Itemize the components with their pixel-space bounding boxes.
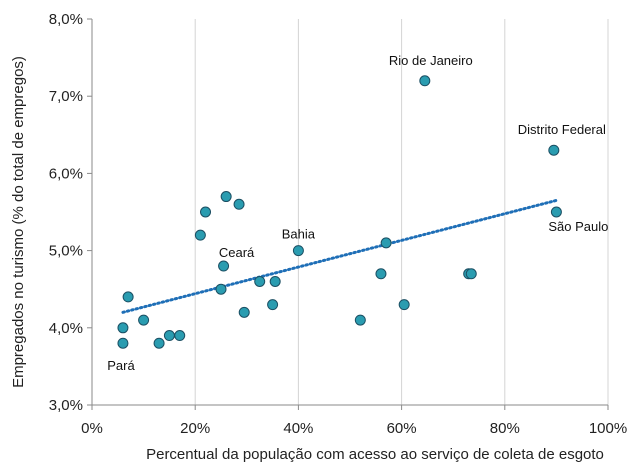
data-point xyxy=(215,283,227,295)
data-point xyxy=(220,191,232,203)
trend-line xyxy=(121,198,558,314)
data-point xyxy=(267,299,279,311)
y-tick-label: 6,0% xyxy=(49,165,83,182)
data-point xyxy=(375,268,387,280)
x-axis-title: Percentual da população com acesso ao se… xyxy=(146,446,604,463)
y-tick-label: 5,0% xyxy=(49,243,83,260)
x-tick-label: 80% xyxy=(490,420,520,437)
data-point xyxy=(292,245,304,257)
data-point xyxy=(354,314,366,326)
data-point xyxy=(238,306,250,318)
data-point xyxy=(398,299,410,311)
point-label: Rio de Janeiro xyxy=(389,53,473,68)
data-point xyxy=(269,275,281,287)
y-tick-label: 3,0% xyxy=(49,397,83,414)
data-point xyxy=(138,314,150,326)
data-point xyxy=(550,206,562,218)
data-point xyxy=(174,330,186,342)
point-label: Bahia xyxy=(282,227,316,242)
axes xyxy=(87,18,609,410)
data-point xyxy=(419,75,431,87)
data-point xyxy=(153,337,165,349)
y-axis-title: Empregados no turismo (% do total de emp… xyxy=(10,56,27,388)
point-label: Distrito Federal xyxy=(518,122,606,137)
y-tick-label: 7,0% xyxy=(49,88,83,105)
data-point xyxy=(380,237,392,249)
point-label: Pará xyxy=(107,358,135,373)
data-point xyxy=(122,291,134,303)
y-tick-label: 4,0% xyxy=(49,320,83,337)
data-point xyxy=(233,198,245,210)
x-tick-label: 0% xyxy=(81,420,103,437)
x-tick-label: 20% xyxy=(180,420,210,437)
x-tick-label: 60% xyxy=(387,420,417,437)
data-point xyxy=(200,206,212,218)
data-point xyxy=(548,144,560,156)
data-points xyxy=(117,75,562,349)
data-point xyxy=(465,268,477,280)
point-label: São Paulo xyxy=(548,219,608,234)
point-labels: Pará Ceará Bahia Rio de Janeiro Distrito Fed… xyxy=(107,53,608,373)
point-label: Ceará xyxy=(219,245,255,260)
tick-labels: 3,0% 4,0% 5,0% 6,0% 7,0% 8,0% 0% 20% 40% 60% 80% 10… xyxy=(49,11,627,437)
grid-lines xyxy=(194,19,609,405)
x-tick-label: 100% xyxy=(589,420,627,437)
data-point xyxy=(117,322,129,334)
data-point xyxy=(117,337,129,349)
y-tick-label: 8,0% xyxy=(49,11,83,28)
data-point xyxy=(163,330,175,342)
data-point xyxy=(194,229,206,241)
data-point xyxy=(218,260,230,272)
data-point xyxy=(254,275,266,287)
x-tick-label: 40% xyxy=(283,420,313,437)
